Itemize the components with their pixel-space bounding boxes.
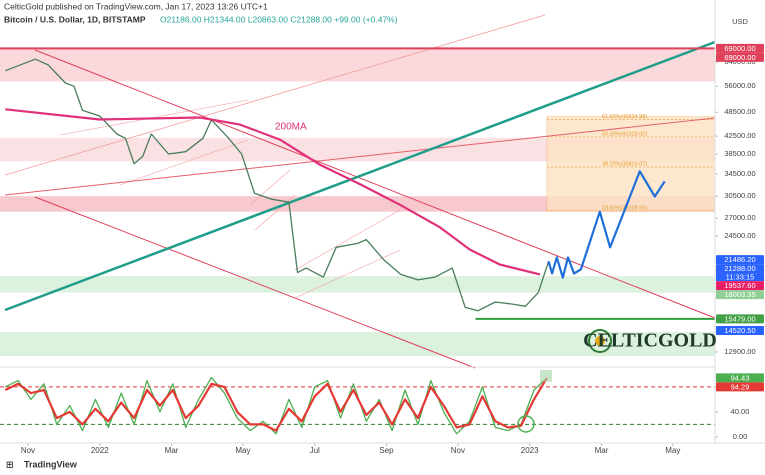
price-tag xyxy=(716,325,764,335)
footer-logo: ⊞ xyxy=(6,459,14,469)
channel-line xyxy=(34,196,476,369)
price-tag xyxy=(716,290,764,300)
symbol-title: Bitcoin / U.S. Dollar, 1D, BITSTAMP xyxy=(4,14,146,24)
footer-brand: TradingView xyxy=(24,459,78,469)
x-tick-label: Mar xyxy=(165,446,179,455)
y-tick-label: 42500.00 xyxy=(724,131,755,140)
logo-sun xyxy=(595,336,605,346)
series-line xyxy=(5,108,541,276)
series-line xyxy=(547,170,666,279)
highlight-circle xyxy=(517,415,535,433)
series-line xyxy=(4,376,548,435)
price-tag xyxy=(716,281,764,291)
price-tag-label: 69000.00 xyxy=(724,44,755,53)
x-tick-label: Nov xyxy=(21,446,35,455)
price-tag xyxy=(716,264,764,274)
countdown-label: 11:33:15 xyxy=(726,272,755,281)
price-tag-label: 18003.35 xyxy=(724,290,755,299)
zone xyxy=(0,276,715,293)
price-tag-label: 21288.00 xyxy=(724,264,755,273)
plot-layer: 200MA64000.0056000.0048500.0042500.00385… xyxy=(0,44,764,455)
channel-line xyxy=(34,49,716,319)
trend-line xyxy=(249,169,291,206)
y-tick-label: 0.00 xyxy=(733,432,748,441)
price-tag xyxy=(716,52,764,62)
trend-line xyxy=(294,209,401,271)
price-tag xyxy=(716,255,764,265)
y-tick-label: 38500.00 xyxy=(724,149,755,158)
y-tick-label: 34500.00 xyxy=(724,169,755,178)
zone xyxy=(0,48,715,82)
trend-line xyxy=(4,117,716,196)
publisher-line: CelticGold published on TradingView.com,… xyxy=(4,1,268,11)
price-tag-label: 69000.00 xyxy=(724,53,755,62)
fib-label: 61.80%(46534.98) xyxy=(602,114,647,120)
y-tick-label: 40.00 xyxy=(731,407,750,416)
trend-line xyxy=(4,14,546,176)
x-tick-label: Nov xyxy=(451,446,465,455)
y-tick-label: 48500.00 xyxy=(724,107,755,116)
trend-line xyxy=(254,194,296,231)
x-tick-label: Sep xyxy=(379,446,394,455)
price-tag-label: 14520.50 xyxy=(724,326,755,335)
oscillator-tag xyxy=(716,373,764,383)
x-tick-label: May xyxy=(665,446,680,455)
zone xyxy=(0,196,715,212)
logo-text: CELTICGOLD xyxy=(583,330,717,352)
y-tick-label: 30500.00 xyxy=(724,191,755,200)
y-tick-label: 24500.00 xyxy=(724,231,755,240)
ohlc-readout: O21186.00 H21344.00 L20863.00 C21288.00 … xyxy=(160,14,398,24)
oscillator-tag xyxy=(716,382,764,392)
trend-line xyxy=(119,139,249,186)
long-trend-line xyxy=(4,40,716,312)
y-tick-label: 27000.00 xyxy=(724,213,755,222)
y-tick-label: 56000.00 xyxy=(724,81,755,90)
price-tag-label: 21486.20 xyxy=(724,255,755,264)
fib-label: 50.00%(42328.00) xyxy=(602,131,647,137)
series-line xyxy=(4,377,548,432)
countdown-tag xyxy=(716,273,764,282)
x-tick-label: 2023 xyxy=(521,446,539,455)
series-annotation: 200MA xyxy=(275,122,307,133)
fib-label: 38.20%(35823.07) xyxy=(602,162,647,168)
x-tick-label: Mar xyxy=(595,446,609,455)
highlight-box xyxy=(540,370,552,382)
zone xyxy=(0,137,715,162)
currency-label: USD xyxy=(732,17,748,26)
price-tag xyxy=(716,43,764,53)
price-tag-label: 19537.60 xyxy=(724,281,755,290)
price-tag-label: 15479.00 xyxy=(724,314,755,323)
y-tick-label: 12900.00 xyxy=(724,347,755,356)
x-tick-label: 2022 xyxy=(91,446,109,455)
series-line xyxy=(4,58,550,312)
price-tag xyxy=(716,314,764,324)
logo-ring xyxy=(588,329,612,353)
oscillator-tag-label: 94.43 xyxy=(731,373,750,382)
x-tick-label: May xyxy=(235,446,250,455)
x-tick-label: Jul xyxy=(310,446,320,455)
oscillator-tag-label: 94.29 xyxy=(731,382,750,391)
